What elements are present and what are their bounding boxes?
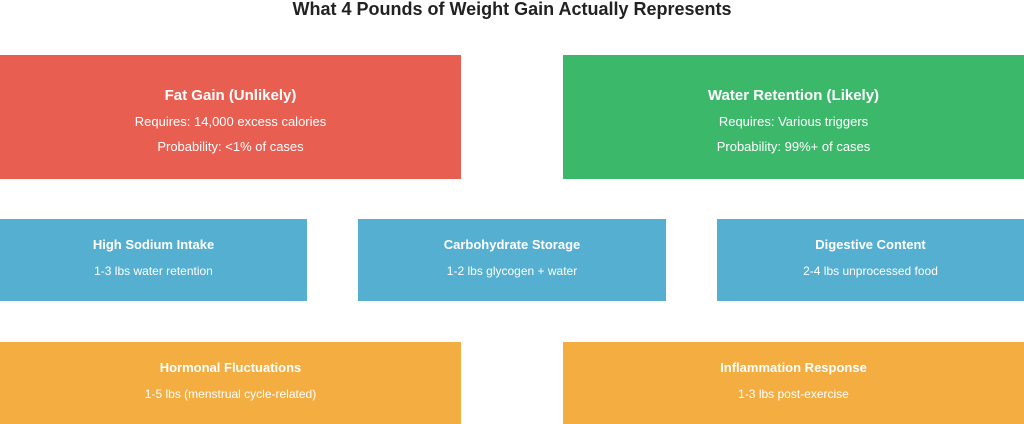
fat-gain-probability: Probability: <1% of cases [157,139,304,154]
fat-gain-box: Fat Gain (Unlikely) Requires: 14,000 exc… [0,55,461,179]
carbohydrate-heading: Carbohydrate Storage [443,237,581,252]
inflammation-detail: 1-3 lbs post-exercise [738,387,849,401]
sodium-box: High Sodium Intake 1-3 lbs water retenti… [0,219,307,301]
inflammation-heading: Inflammation Response [720,360,867,375]
carbohydrate-detail: 1-2 lbs glycogen + water [446,264,578,278]
inflammation-box: Inflammation Response 1-3 lbs post-exerc… [563,342,1024,424]
water-retention-requires: Requires: Various triggers [718,114,869,129]
hormonal-detail: 1-5 lbs (menstrual cycle-related) [144,387,317,401]
water-retention-probability: Probability: 99%+ of cases [716,139,871,154]
digestive-box: Digestive Content 2-4 lbs unprocessed fo… [717,219,1024,301]
hormonal-box: Hormonal Fluctuations 1-5 lbs (menstrual… [0,342,461,424]
water-retention-box: Water Retention (Likely) Requires: Vario… [563,55,1024,179]
sodium-detail: 1-3 lbs water retention [94,264,213,278]
water-retention-heading: Water Retention (Likely) [707,87,880,104]
fat-gain-heading: Fat Gain (Unlikely) [164,87,297,104]
carbohydrate-box: Carbohydrate Storage 1-2 lbs glycogen + … [358,219,666,301]
diagram-title: What 4 Pounds of Weight Gain Actually Re… [292,0,732,19]
sodium-heading: High Sodium Intake [92,237,215,252]
digestive-heading: Digestive Content [815,237,926,252]
digestive-detail: 2-4 lbs unprocessed food [803,264,938,278]
hormonal-heading: Hormonal Fluctuations [159,360,302,375]
fat-gain-requires: Requires: 14,000 excess calories [134,114,327,129]
